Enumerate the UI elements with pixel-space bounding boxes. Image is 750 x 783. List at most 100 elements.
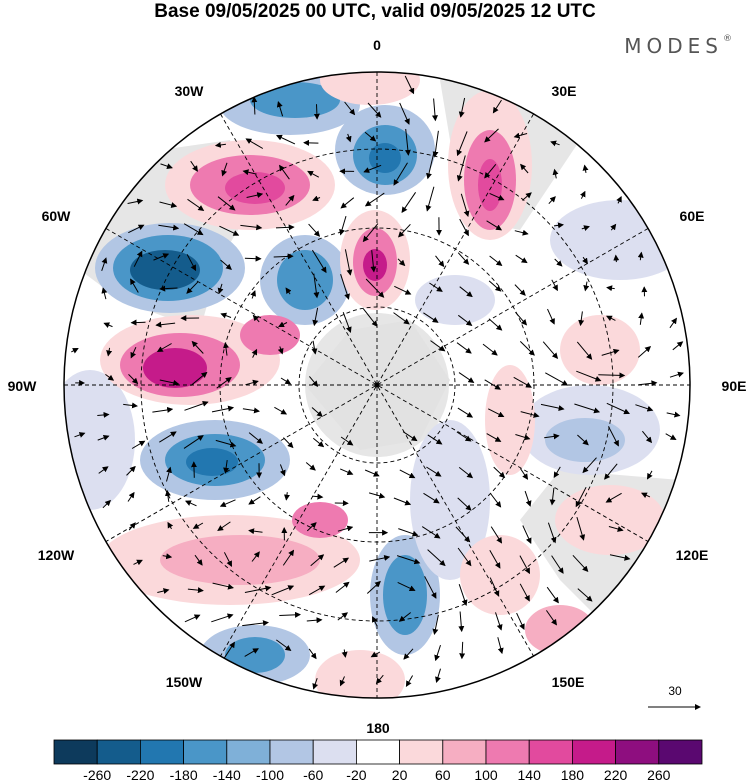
lon-label-30w: 30W <box>175 83 205 99</box>
wind-arrow <box>364 131 377 142</box>
wind-arrow <box>274 406 288 415</box>
wind-arrow <box>217 283 224 295</box>
lon-label-60e: 60E <box>680 208 705 224</box>
wind-arrow <box>424 576 437 599</box>
wind-arrow <box>401 192 417 214</box>
wind-arrow <box>283 437 294 449</box>
lon-label-180: 180 <box>366 720 390 736</box>
wind-arrow <box>187 587 204 594</box>
wind-arrow <box>515 254 528 264</box>
wind-arrow <box>638 380 658 387</box>
wind-arrow <box>74 432 86 438</box>
wind-arrow <box>128 522 136 531</box>
wind-arrow <box>312 678 319 690</box>
wind-arrow <box>337 525 354 532</box>
wind-arrow <box>251 96 258 115</box>
wind-arrow <box>546 586 559 604</box>
wind-arrow <box>167 521 174 530</box>
wind-arrow <box>402 431 418 442</box>
wind-arrow <box>432 614 439 635</box>
wind-arrow <box>423 492 440 504</box>
wind-arrow <box>362 223 379 243</box>
wind-arrow <box>308 585 326 596</box>
wind-arrow <box>497 637 504 655</box>
reference-vector: 30 <box>648 684 701 710</box>
anomaly-field <box>64 72 690 698</box>
wind-arrow <box>459 641 466 660</box>
wind-arrow <box>638 312 645 325</box>
wind-arrow <box>431 98 438 122</box>
wind-arrow <box>305 462 316 471</box>
wind-arrow <box>456 431 472 442</box>
wind-arrow <box>458 611 465 633</box>
wind-arrow <box>214 141 226 148</box>
wind-arrow <box>458 97 466 118</box>
wind-arrow <box>220 312 232 319</box>
wind-arrow <box>393 312 410 325</box>
wind-arrow <box>276 101 284 117</box>
wind-arrow <box>220 259 232 270</box>
wind-arrow <box>457 407 474 418</box>
wind-arrow <box>369 554 391 562</box>
wind-arrow <box>616 196 622 204</box>
wind-arrow <box>606 315 616 322</box>
wind-arrow <box>308 648 317 660</box>
wind-arrow <box>542 341 559 359</box>
wind-arrow <box>635 404 654 412</box>
wind-arrow <box>489 550 501 569</box>
wind-arrow <box>217 196 236 211</box>
wind-arrow <box>609 554 631 561</box>
wind-arrow <box>244 255 262 262</box>
lon-label-90w: 90W <box>8 378 38 394</box>
wind-arrow <box>162 553 173 560</box>
wind-vectors <box>71 75 684 690</box>
colorbar-box <box>312 739 357 765</box>
colorbar: -260 -220 -180 -140 -100 -60 -20 20 60 100 140 180 2… <box>53 739 703 783</box>
wind-arrow <box>581 225 590 231</box>
wind-arrow <box>582 457 597 474</box>
wind-arrow <box>457 314 473 327</box>
wind-arrow <box>393 497 412 506</box>
wind-arrow <box>427 549 446 567</box>
wind-arrow <box>127 198 144 205</box>
wind-arrow <box>344 101 356 116</box>
wind-arrow <box>252 314 260 323</box>
wind-arrow <box>513 376 532 388</box>
wind-arrow <box>311 340 318 355</box>
wind-arrow <box>345 133 352 143</box>
wind-arrow <box>367 102 382 118</box>
wind-arrow <box>102 499 112 509</box>
colorbar-box <box>485 739 530 765</box>
wind-arrow <box>399 102 410 125</box>
wind-arrow <box>516 612 525 631</box>
wind-arrow <box>157 588 170 594</box>
wind-arrow <box>519 583 530 602</box>
wind-arrow <box>190 461 197 478</box>
wind-arrow <box>669 317 677 329</box>
wind-arrow <box>364 469 380 477</box>
wind-arrow <box>313 104 320 120</box>
graticule <box>64 72 690 698</box>
wind-arrow <box>372 616 378 627</box>
wind-arrow <box>405 675 414 687</box>
colorbar-tick-label: -140 <box>213 767 241 783</box>
wind-arrow <box>333 557 350 568</box>
map-title: Base 09/05/2025 00 UTC, valid 09/05/2025… <box>154 1 596 22</box>
wind-arrow <box>576 516 586 541</box>
wind-arrow <box>133 250 143 267</box>
wind-arrow <box>340 468 354 475</box>
wind-arrow <box>277 346 284 355</box>
brand-text: MODES <box>624 34 723 58</box>
wind-arrow <box>493 466 506 479</box>
wind-arrow <box>397 581 416 591</box>
wind-arrow <box>489 192 505 201</box>
wind-arrow <box>672 341 684 351</box>
wind-arrow <box>217 521 231 531</box>
wind-arrow <box>211 613 234 623</box>
wind-arrow <box>311 249 327 274</box>
wind-arrow <box>515 311 528 326</box>
wind-arrow <box>187 198 205 211</box>
wind-arrow <box>582 256 588 265</box>
wind-arrow <box>522 525 532 545</box>
colorbar-box <box>269 739 314 765</box>
